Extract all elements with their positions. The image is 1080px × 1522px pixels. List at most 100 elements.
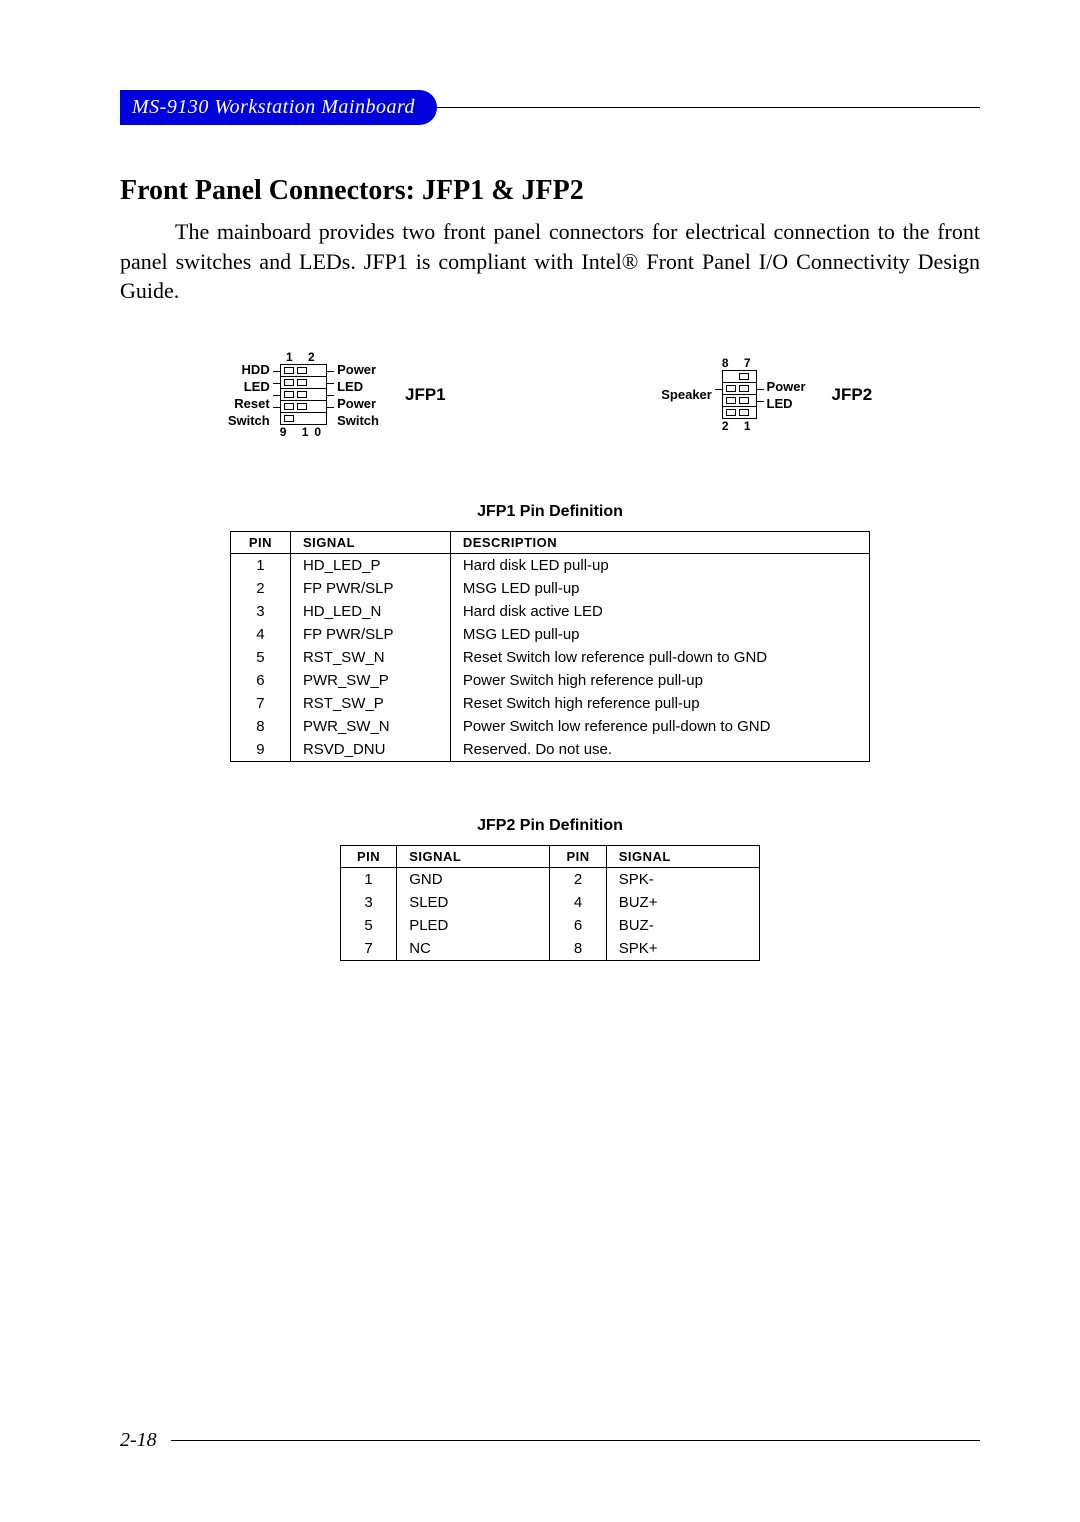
table-cell: 8: [550, 937, 606, 961]
table-cell: 1: [341, 868, 397, 892]
table-cell: PWR_SW_P: [290, 669, 450, 692]
table-cell: RSVD_DNU: [290, 738, 450, 762]
diag-label: Reset: [228, 396, 270, 411]
table-cell: 6: [550, 914, 606, 937]
jfp2-table-title: JFP2 Pin Definition: [477, 817, 623, 835]
table-cell: 9: [231, 738, 291, 762]
table-row: 7NC8SPK+: [341, 937, 760, 961]
table-row: 1HD_LED_PHard disk LED pull-up: [231, 554, 870, 578]
table-cell: Power Switch high reference pull-up: [450, 669, 869, 692]
jfp2-pins: 8 7 2 1: [722, 352, 757, 437]
table-cell: FP PWR/SLP: [290, 623, 450, 646]
page-footer: 2-18: [120, 1429, 980, 1452]
table-row: 2FP PWR/SLPMSG LED pull-up: [231, 577, 870, 600]
col-header: SIGNAL: [397, 846, 550, 868]
col-header: PIN: [231, 532, 291, 554]
table-cell: 6: [231, 669, 291, 692]
diag-label: HDD: [228, 362, 270, 377]
diag-label: Power: [767, 379, 806, 394]
jfp2-name: JFP2: [832, 385, 873, 405]
table-cell: 3: [231, 600, 291, 623]
table-cell: 4: [550, 891, 606, 914]
jfp1-table: PIN SIGNAL DESCRIPTION 1HD_LED_PHard dis…: [230, 531, 870, 762]
table-cell: NC: [397, 937, 550, 961]
table-cell: Reset Switch low reference pull-down to …: [450, 646, 869, 669]
table-cell: SLED: [397, 891, 550, 914]
document-page: MS-9130 Workstation Mainboard Front Pane…: [0, 0, 1080, 1522]
jfp1-table-title: JFP1 Pin Definition: [477, 503, 623, 521]
table-cell: 7: [341, 937, 397, 961]
table-row: 6PWR_SW_PPower Switch high reference pul…: [231, 669, 870, 692]
diag-label: LED: [767, 396, 806, 411]
table-header-row: PIN SIGNAL PIN SIGNAL: [341, 846, 760, 868]
table-cell: HD_LED_P: [290, 554, 450, 578]
diag-label: Switch: [228, 413, 270, 428]
pin-numbers-bottom: 2 1: [722, 419, 757, 433]
table-cell: 5: [341, 914, 397, 937]
jfp2-diagram: Speaker 8 7 2 1 Power LED JFP2: [661, 352, 872, 437]
table-cell: SPK+: [606, 937, 759, 961]
table-row: 3HD_LED_NHard disk active LED: [231, 600, 870, 623]
pin-numbers-top: 1 2: [280, 350, 327, 364]
table-cell: 4: [231, 623, 291, 646]
table-cell: Reserved. Do not use.: [450, 738, 869, 762]
table-cell: Hard disk active LED: [450, 600, 869, 623]
table-cell: PWR_SW_N: [290, 715, 450, 738]
jfp1-right-labels: Power LED Power Switch: [337, 362, 379, 428]
table-cell: GND: [397, 868, 550, 892]
section-paragraph: The mainboard provides two front panel c…: [120, 217, 980, 306]
table-cell: HD_LED_N: [290, 600, 450, 623]
header-badge: MS-9130 Workstation Mainboard: [120, 90, 437, 125]
table-row: 9RSVD_DNUReserved. Do not use.: [231, 738, 870, 762]
table-row: 8PWR_SW_NPower Switch low reference pull…: [231, 715, 870, 738]
table-cell: PLED: [397, 914, 550, 937]
jfp1-name: JFP1: [405, 385, 446, 405]
connector-diagrams: HDD LED Reset Switch 1 2 9 10 Power LED: [120, 346, 980, 443]
table-cell: 7: [231, 692, 291, 715]
jfp1-left-labels: HDD LED Reset Switch: [228, 362, 270, 428]
table-cell: MSG LED pull-up: [450, 623, 869, 646]
diag-label: Speaker: [661, 387, 712, 402]
col-header: PIN: [341, 846, 397, 868]
jfp2-right-labels: Power LED: [767, 379, 806, 411]
jfp1-table-wrap: JFP1 Pin Definition PIN SIGNAL DESCRIPTI…: [120, 503, 980, 762]
footer-rule: [171, 1440, 980, 1441]
table-row: 5RST_SW_NReset Switch low reference pull…: [231, 646, 870, 669]
diag-label: LED: [337, 379, 379, 394]
pin-numbers-bottom: 9 10: [280, 425, 327, 439]
section-title: Front Panel Connectors: JFP1 & JFP2: [120, 175, 980, 207]
col-header: DESCRIPTION: [450, 532, 869, 554]
table-row: 1GND2SPK-: [341, 868, 760, 892]
table-cell: FP PWR/SLP: [290, 577, 450, 600]
diag-label: LED: [228, 379, 270, 394]
pin-numbers-top: 8 7: [722, 356, 757, 370]
table-cell: RST_SW_N: [290, 646, 450, 669]
table-cell: 2: [550, 868, 606, 892]
table-cell: 3: [341, 891, 397, 914]
jfp2-table: PIN SIGNAL PIN SIGNAL 1GND2SPK-3SLED4BUZ…: [340, 845, 760, 961]
jfp1-pins: 1 2 9 10: [280, 346, 327, 443]
table-cell: Power Switch low reference pull-down to …: [450, 715, 869, 738]
page-header: MS-9130 Workstation Mainboard: [120, 90, 980, 125]
jfp1-diagram: HDD LED Reset Switch 1 2 9 10 Power LED: [228, 346, 446, 443]
table-cell: 2: [231, 577, 291, 600]
table-row: 5PLED6BUZ-: [341, 914, 760, 937]
table-row: 3SLED4BUZ+: [341, 891, 760, 914]
table-cell: 8: [231, 715, 291, 738]
col-header: SIGNAL: [290, 532, 450, 554]
table-row: 7RST_SW_PReset Switch high reference pul…: [231, 692, 870, 715]
table-cell: Hard disk LED pull-up: [450, 554, 869, 578]
diag-label: Power: [337, 396, 379, 411]
col-header: SIGNAL: [606, 846, 759, 868]
table-cell: 5: [231, 646, 291, 669]
page-number: 2-18: [120, 1429, 157, 1452]
table-cell: Reset Switch high reference pull-up: [450, 692, 869, 715]
header-rule: [437, 107, 980, 108]
table-row: 4FP PWR/SLPMSG LED pull-up: [231, 623, 870, 646]
col-header: PIN: [550, 846, 606, 868]
table-cell: SPK-: [606, 868, 759, 892]
jfp2-table-wrap: JFP2 Pin Definition PIN SIGNAL PIN SIGNA…: [120, 817, 980, 961]
diag-label: Switch: [337, 413, 379, 428]
table-header-row: PIN SIGNAL DESCRIPTION: [231, 532, 870, 554]
table-cell: 1: [231, 554, 291, 578]
